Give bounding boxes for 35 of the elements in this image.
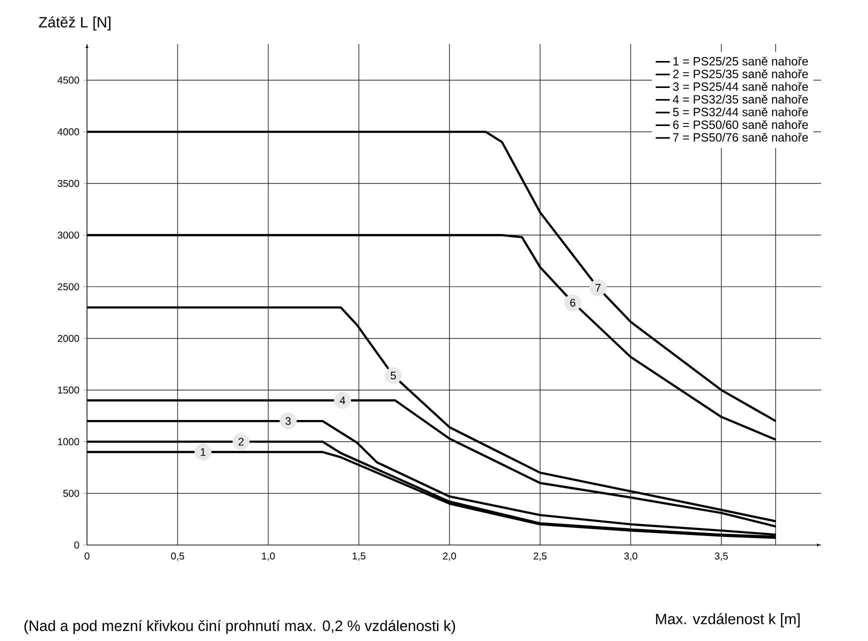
y-tick-label: 4500: [58, 76, 80, 84]
y-tick-label: 1500: [58, 386, 80, 394]
legend-label: 1 = PS25/25 saně nahoře: [673, 56, 808, 66]
y-tick-label: 500: [63, 490, 80, 497]
y-tick-label: 2500: [58, 283, 80, 290]
legend-label: 5 = PS32/44 saně nahoře: [673, 107, 808, 116]
annotation: 5: [390, 372, 396, 380]
y-tick-label: 1000: [58, 438, 80, 446]
legend-label: 6 = PS50/60 saně nahoře: [673, 120, 808, 129]
x-axis-title: Max. vzdálenost k [m]: [656, 613, 800, 628]
x-tick-label: 3,0: [624, 552, 638, 561]
x-tick-label: 2,5: [534, 552, 547, 561]
annotation: 6: [570, 298, 576, 307]
y-tick-label: 3000: [58, 232, 80, 239]
x-tick-label: 2,0: [443, 552, 456, 561]
annotation: 2: [238, 438, 244, 446]
annotation: 7: [596, 284, 601, 292]
x-tick-label: 3,5: [714, 552, 728, 561]
y-tick-label: 0: [74, 541, 80, 549]
legend-label: 4 = PS32/35 saně nahoře: [672, 94, 808, 104]
text: (Nad a pod mezní křivkou činí prohnutí max. 0,2 % vzdálenosti k): [24, 620, 455, 634]
x-tick-label: 0: [84, 552, 90, 560]
annotation: 4: [340, 396, 346, 404]
x-tick-label: 1,0: [262, 552, 275, 561]
x-tick-label: 0,5: [171, 552, 184, 561]
legend-label: 7 = PS50/76 saně nahoře: [673, 132, 808, 142]
x-tick-label: 1,5: [352, 552, 366, 561]
y-tick-label: 2000: [58, 334, 80, 342]
y-tick-label: 4000: [58, 128, 80, 136]
y-axis-title: Zátěž L [N]: [38, 16, 110, 30]
annotation: 1: [200, 448, 206, 456]
y-tick-label: 3500: [58, 180, 80, 187]
annotation: 3: [286, 417, 291, 425]
legend-label: 3 = PS25/44 saně nahoře: [673, 82, 808, 91]
legend-label: 2 = PS25/35 saně nahoře: [673, 69, 808, 78]
